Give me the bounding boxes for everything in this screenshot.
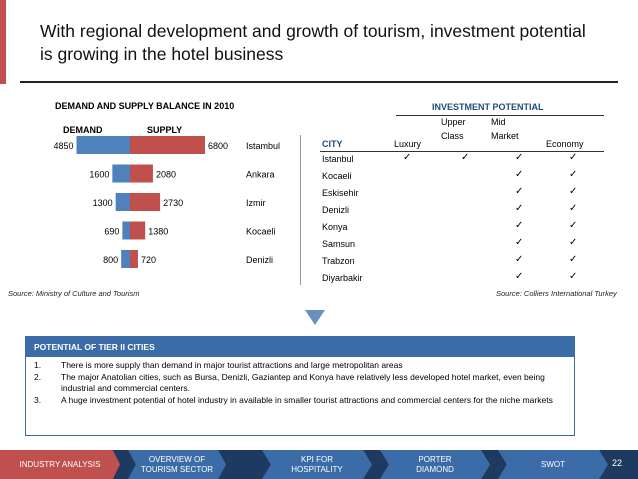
list-item-number: 2. [34,371,42,382]
city-label: Ankara [246,170,275,180]
tab-porter-diamond[interactable]: PORTER DIAMOND [380,450,490,479]
city-name: Istanbul [322,154,354,164]
demand-value-label: 1300 [93,198,113,208]
city-name: Trabzon [322,256,355,266]
check-icon: ✓ [569,169,578,180]
check-icon: ✓ [515,203,524,214]
legend-demand: DEMAND [63,125,103,135]
demand-value-label: 800 [103,255,118,265]
header-economy: Economy [546,139,584,149]
list-item-number: 1. [34,360,42,370]
check-icon: ✓ [569,203,578,214]
check-icon: ✓ [461,152,470,163]
investment-title: INVESTMENT POTENTIAL [432,102,544,112]
supply-value-label: 2730 [163,198,183,208]
check-icon: ✓ [515,186,524,197]
check-icon: ✓ [569,152,578,163]
down-arrow-icon [305,310,325,325]
city-name: Denizli [322,205,350,215]
check-icon: ✓ [569,220,578,231]
check-icon: ✓ [515,169,524,180]
list-item-text: The major Anatolian cities, such as Burs… [61,371,545,394]
header-city: CITY [322,139,343,149]
city-label: Denizli [246,255,273,265]
header-upper-line1: Upper [441,117,466,127]
investment-title-rule [396,115,604,116]
demand-bar [76,136,130,154]
check-icon: ✓ [569,186,578,197]
list-item: 3. A huge investment potential of hotel i… [34,395,566,407]
demand-value-label: 690 [104,227,119,237]
check-icon: ✓ [569,271,578,282]
chart-source: Source: Ministry of Culture and Tourism [8,289,140,298]
accent-bar [0,0,6,84]
city-name: Konya [322,222,348,232]
page-title: With regional development and growth of … [40,21,586,64]
list-item: 1. There is more supply than demand in ma… [34,360,566,372]
tab-kpi-hospitality[interactable]: KPI FOR HOSPITALITY [262,450,372,479]
check-icon: ✓ [569,237,578,248]
check-icon: ✓ [515,220,524,231]
city-label: Izmir [246,198,266,208]
check-icon: ✓ [403,152,412,163]
supply-bar [130,250,138,268]
supply-value-label: 720 [141,255,156,265]
demand-value-label: 1600 [89,170,109,180]
tier-ii-box: POTENTIAL OF TIER II CITIES 1. There is m… [25,336,575,436]
chart-title: DEMAND AND SUPPLY BALANCE IN 2010 [55,101,235,111]
check-icon: ✓ [569,254,578,265]
city-label: Istambul [246,141,280,151]
tab-swot[interactable]: SWOT [498,450,608,479]
supply-bar [130,193,161,211]
city-name: Samsun [322,239,356,249]
demand-value-label: 4850 [53,141,73,151]
list-item-text: A huge investment potential of hotel ind… [61,394,553,405]
city-name: Diyarbakir [322,273,363,283]
legend-supply: SUPPLY [147,125,182,135]
list-item-number: 3. [34,394,42,405]
tier-ii-list: 1. There is more supply than demand in ma… [26,357,574,406]
table-header-rule [320,151,604,152]
check-icon: ✓ [515,152,524,163]
header-upper-line2: Class [441,131,464,141]
city-name: Eskisehir [322,188,359,198]
header-luxury: Luxury [394,139,422,149]
investment-source: Source: Colliers International Turkey [496,289,617,298]
supply-value-label: 6800 [208,141,228,151]
check-icon: ✓ [515,271,524,282]
supply-bar [130,136,205,154]
header-upper-class: Upper Class [441,117,481,142]
header-mid-market: Mid Market [491,117,531,142]
demand-bar [121,250,130,268]
supply-value-label: 2080 [156,170,176,180]
list-item: 2. The major Anatolian cities, such as Bu… [34,372,566,395]
page-number: 22 [612,458,623,468]
title-divider [20,81,618,83]
supply-bar [130,164,153,183]
city-name: Kocaeli [322,171,352,181]
supply-value-label: 1380 [148,227,168,237]
supply-bar [130,221,146,240]
section-divider [300,135,301,285]
demand-supply-chart: DEMAND SUPPLY 4850 6800 Istambul 1600 2080 Anka… [53,125,280,268]
header-mid-line1: Mid [491,117,506,127]
tier-ii-header: POTENTIAL OF TIER II CITIES [26,337,574,357]
demand-bar [122,221,130,240]
demand-bar [112,164,130,183]
city-label: Kocaeli [246,227,276,237]
header-mid-line2: Market [491,131,519,141]
list-item-text: There is more supply than demand in majo… [61,360,403,370]
check-icon: ✓ [515,254,524,265]
demand-bar [115,193,130,211]
tab-overview-tourism[interactable]: OVERVIEW OF TOURISM SECTOR [128,450,226,479]
check-icon: ✓ [515,237,524,248]
tab-industry-analysis[interactable]: INDUSTRY ANALYSIS [0,450,120,479]
